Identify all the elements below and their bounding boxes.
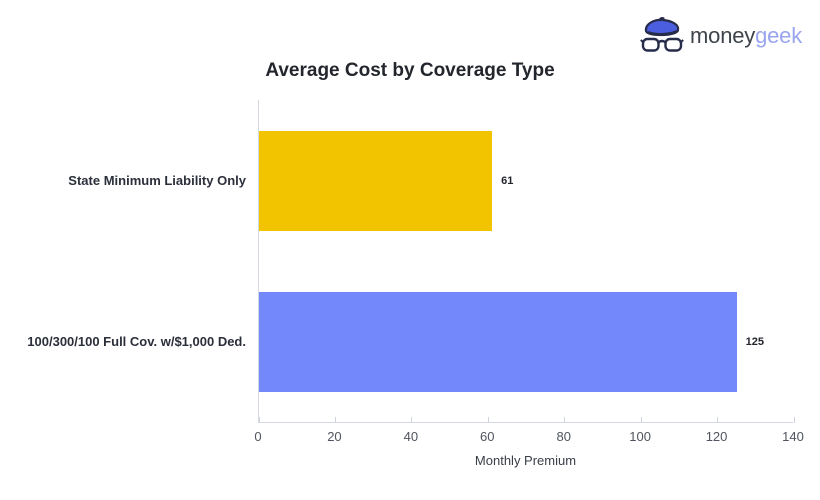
chart-title: Average Cost by Coverage Type bbox=[265, 60, 555, 81]
x-tick-label-20: 20 bbox=[327, 429, 342, 444]
logo-text-money: money bbox=[690, 23, 756, 48]
x-tick-100 bbox=[640, 417, 642, 423]
bar-0[interactable] bbox=[259, 130, 493, 231]
category-label-0: State Minimum Liability Only bbox=[68, 172, 246, 188]
x-tick-20 bbox=[334, 417, 336, 423]
x-tick-120 bbox=[717, 417, 719, 423]
x-axis-title: Monthly Premium bbox=[474, 453, 577, 468]
category-label-1: 100/300/100 Full Cov. w/$1,000 Ded. bbox=[27, 334, 246, 350]
x-tick-60 bbox=[487, 417, 489, 423]
value-label-0: 61 bbox=[501, 174, 514, 187]
bar-1[interactable] bbox=[259, 292, 737, 393]
x-tick-80 bbox=[564, 417, 566, 423]
x-tick-label-80: 80 bbox=[556, 429, 571, 444]
x-tick-label-120: 120 bbox=[705, 429, 728, 444]
logo-text-geek: geek bbox=[755, 23, 802, 48]
x-tick-label-100: 100 bbox=[629, 429, 651, 444]
x-tick-0 bbox=[258, 417, 260, 423]
x-tick-40 bbox=[411, 417, 413, 423]
plot-area bbox=[258, 100, 795, 423]
value-label-1: 125 bbox=[745, 336, 765, 349]
x-tick-label-40: 40 bbox=[403, 429, 419, 444]
x-tick-140 bbox=[793, 417, 795, 423]
x-tick-label-60: 60 bbox=[480, 429, 495, 444]
x-tick-label-0: 0 bbox=[254, 429, 262, 444]
moneygeek-mascot-icon bbox=[640, 16, 684, 52]
x-tick-label-140: 140 bbox=[782, 429, 804, 444]
moneygeek-logo: money geek bbox=[640, 16, 802, 56]
